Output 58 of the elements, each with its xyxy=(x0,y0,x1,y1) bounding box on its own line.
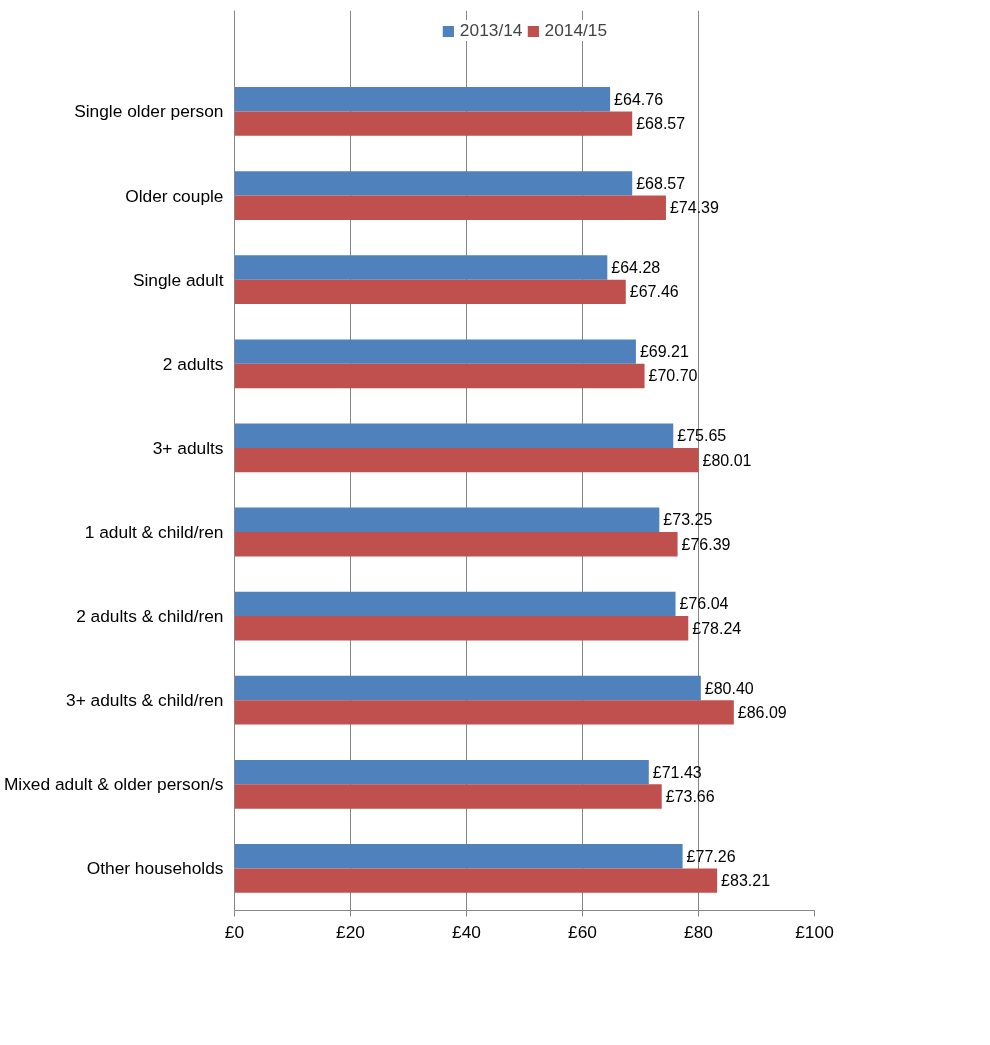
x-tick-label: £20 xyxy=(336,921,365,942)
x-tick-label: £100 xyxy=(795,921,834,942)
data-label: £67.46 xyxy=(629,283,679,301)
y-tick-label: 1 adult & child/ren xyxy=(84,522,224,542)
bar xyxy=(234,844,683,869)
y-tick-label: 2 adults & child/ren xyxy=(76,606,224,627)
bar xyxy=(234,868,718,893)
data-label: £86.09 xyxy=(737,703,787,721)
data-label: £73.25 xyxy=(663,511,713,529)
data-label: £80.40 xyxy=(704,679,754,697)
y-tick-label: Single older person xyxy=(74,101,224,122)
data-label: £75.65 xyxy=(677,427,727,445)
bar xyxy=(234,339,636,364)
data-label: £64.28 xyxy=(611,258,661,276)
data-label: £76.39 xyxy=(681,535,731,553)
bar xyxy=(234,279,626,305)
data-label: £83.21 xyxy=(721,872,771,890)
bar xyxy=(234,195,666,220)
bar xyxy=(234,507,660,532)
bar xyxy=(234,255,608,280)
data-label: £64.76 xyxy=(614,90,664,108)
data-label: £68.57 xyxy=(636,174,686,192)
bar xyxy=(234,111,633,136)
data-label: £69.21 xyxy=(639,343,689,361)
bar xyxy=(234,700,734,725)
bar xyxy=(234,784,662,809)
y-tick-label: 3+ adults xyxy=(152,437,224,458)
data-label: £68.57 xyxy=(636,115,686,133)
bar xyxy=(234,363,645,389)
y-tick-label: Other households xyxy=(86,858,224,879)
data-label: £77.26 xyxy=(686,847,736,865)
y-tick-label: Mixed adult & older person/s xyxy=(3,774,224,795)
data-label: £70.70 xyxy=(648,367,698,385)
x-tick-label: £80 xyxy=(684,921,713,942)
data-label: £76.04 xyxy=(679,595,729,613)
x-tick-label: £60 xyxy=(568,921,597,942)
data-label: £80.01 xyxy=(702,451,752,469)
x-tick-label: £0 xyxy=(224,921,245,942)
y-tick-label: 3+ adults & child/ren xyxy=(66,690,224,711)
y-tick-label: Older couple xyxy=(125,185,224,206)
bar xyxy=(234,171,633,196)
bar xyxy=(234,591,676,617)
data-label: £71.43 xyxy=(652,763,702,781)
bar xyxy=(234,759,649,785)
bar xyxy=(234,423,674,448)
y-tick-label: Single adult xyxy=(132,269,224,290)
bar xyxy=(234,616,689,641)
bar xyxy=(234,532,678,557)
data-label: £74.39 xyxy=(669,199,719,217)
bar xyxy=(234,675,701,701)
data-label: £73.66 xyxy=(665,788,715,806)
bar xyxy=(234,87,611,112)
bar xyxy=(234,447,699,473)
legend-label: 2014/15 xyxy=(544,20,608,41)
x-tick-label: £40 xyxy=(452,921,481,942)
y-tick-label: 2 adults xyxy=(162,353,224,374)
data-label: £78.24 xyxy=(692,619,742,637)
legend-label: 2013/14 xyxy=(459,20,523,41)
